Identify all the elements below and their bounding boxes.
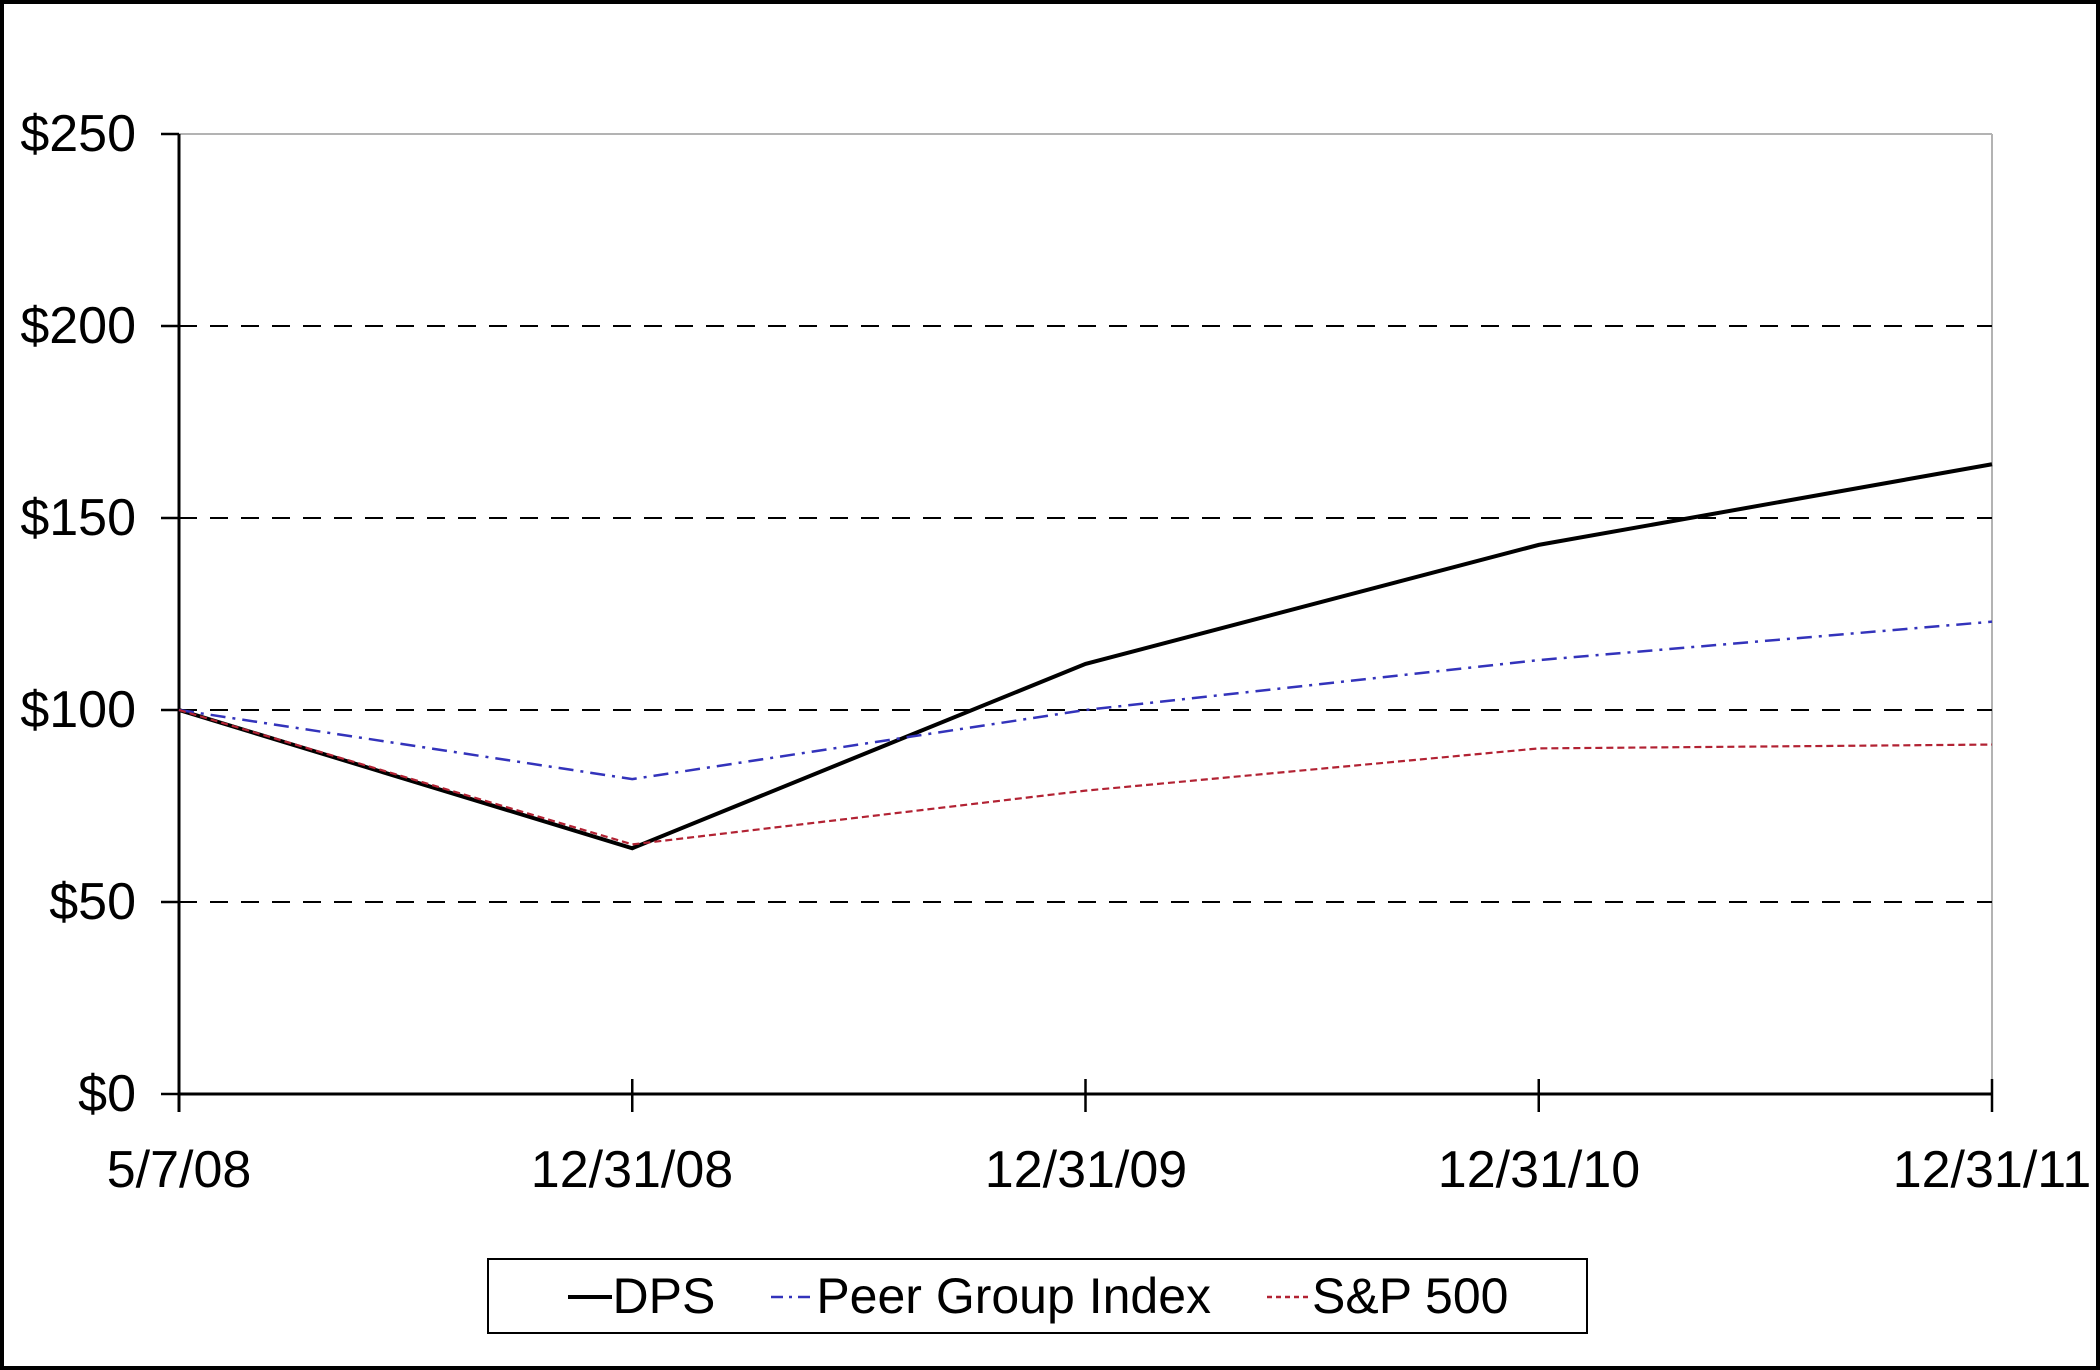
series-lines — [178, 462, 1993, 851]
series-line-peer-group-index — [178, 620, 1993, 781]
x-tick-label-3: 12/31/10 — [1438, 1141, 1640, 1199]
series-line-s-p-500 — [178, 708, 1993, 846]
grid-and-axes — [161, 132, 1994, 1112]
x-tick-label-2: 12/31/09 — [985, 1141, 1187, 1199]
legend-item-dps: DPS — [567, 1267, 716, 1325]
chart-legend: DPS Peer Group Index S&P 500 — [487, 1258, 1588, 1334]
y-tick-label-200: $200 — [20, 297, 136, 355]
y-tick-label-50: $50 — [49, 873, 136, 931]
dps-line-marker-icon — [567, 1295, 612, 1299]
y-axis-tick-labels: $0 $50 $100 $150 $200 $250 — [20, 105, 136, 1123]
peer-group-line-marker-icon — [771, 1295, 816, 1299]
legend-item-sp500: S&P 500 — [1266, 1267, 1508, 1325]
sp500-line-marker-icon — [1267, 1295, 1312, 1299]
y-tick-label-100: $100 — [20, 681, 136, 739]
legend-label-peer-group-index: Peer Group Index — [816, 1268, 1212, 1324]
plot-area: $0 $50 $100 $150 $200 $250 5/7/08 12/31/… — [20, 105, 2092, 1199]
x-tick-label-4: 12/31/11 — [1893, 1141, 2092, 1199]
legend-label-dps: DPS — [612, 1268, 716, 1324]
x-tick-label-1: 12/31/08 — [531, 1141, 733, 1199]
y-tick-label-0: $0 — [78, 1065, 136, 1123]
y-tick-label-250: $250 — [20, 105, 136, 163]
x-tick-label-0: 5/7/08 — [107, 1141, 252, 1199]
series-line-dps — [178, 462, 1993, 851]
x-axis-tick-labels: 5/7/08 12/31/08 12/31/09 12/31/10 12/31/… — [107, 1141, 2092, 1199]
legend-item-peer-group-index: Peer Group Index — [770, 1267, 1211, 1325]
legend-label-sp500: S&P 500 — [1312, 1268, 1509, 1324]
y-tick-label-150: $150 — [20, 489, 136, 547]
